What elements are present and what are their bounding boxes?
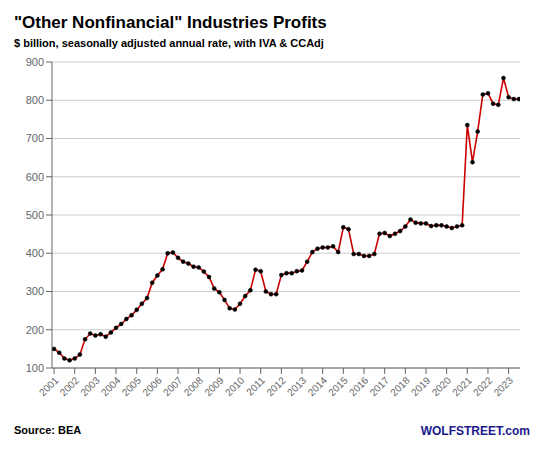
svg-text:2014: 2014 (306, 374, 330, 398)
svg-text:2001: 2001 (37, 374, 61, 398)
svg-text:2006: 2006 (140, 374, 164, 398)
svg-text:2004: 2004 (99, 374, 123, 398)
svg-text:100: 100 (26, 362, 44, 374)
svg-text:2018: 2018 (388, 374, 412, 398)
svg-text:2007: 2007 (161, 374, 185, 398)
svg-text:2013: 2013 (285, 374, 309, 398)
svg-text:2008: 2008 (182, 374, 206, 398)
svg-text:2020: 2020 (430, 374, 454, 398)
html-text:Source: BEA: Source: BEA (14, 424, 82, 436)
svg-text:2010: 2010 (223, 374, 247, 398)
svg-text:2009: 2009 (202, 374, 226, 398)
svg-text:500: 500 (26, 209, 44, 221)
svg-text:2005: 2005 (120, 374, 144, 398)
svg-text:2011: 2011 (244, 374, 267, 397)
svg-text:700: 700 (26, 132, 44, 144)
svg-text:2017: 2017 (368, 374, 392, 398)
html-text:$ billion, seasonally adjusted: $ billion, seasonally adjusted annual ra… (14, 37, 324, 49)
svg-text:2003: 2003 (78, 374, 102, 398)
svg-text:400: 400 (26, 247, 44, 259)
svg-text:2021: 2021 (450, 374, 474, 398)
svg-text:200: 200 (26, 324, 44, 336)
svg-text:2022: 2022 (471, 374, 495, 398)
svg-text:2012: 2012 (264, 374, 288, 398)
svg-text:900: 900 (26, 56, 44, 68)
svg-text:2023: 2023 (492, 374, 516, 398)
html-text:WOLFSTREET.com: WOLFSTREET.com (420, 424, 530, 438)
svg-text:2016: 2016 (347, 374, 371, 398)
svg-text:2015: 2015 (326, 374, 350, 398)
svg-text:300: 300 (26, 285, 44, 297)
svg-text:600: 600 (26, 171, 44, 183)
svg-text:800: 800 (26, 94, 44, 106)
svg-text:2002: 2002 (58, 374, 82, 398)
html-text:"Other Nonfinancial" Industrie: "Other Nonfinancial" Industries Profits (14, 13, 327, 32)
svg-text:2019: 2019 (409, 374, 433, 398)
